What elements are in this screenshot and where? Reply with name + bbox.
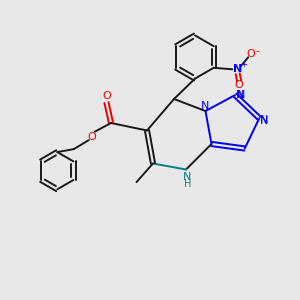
Text: N: N [233, 64, 242, 74]
Text: N: N [260, 116, 268, 126]
Text: N: N [201, 101, 210, 111]
Text: +: + [240, 60, 247, 69]
Text: N: N [236, 90, 244, 100]
Text: O: O [235, 80, 244, 90]
Text: N: N [237, 90, 245, 100]
Text: O: O [102, 91, 111, 101]
Text: H: H [184, 179, 191, 189]
Text: N: N [183, 172, 192, 182]
Text: N: N [260, 115, 269, 125]
Text: O: O [87, 132, 96, 142]
Text: -: - [255, 46, 259, 56]
Text: O: O [247, 49, 256, 59]
